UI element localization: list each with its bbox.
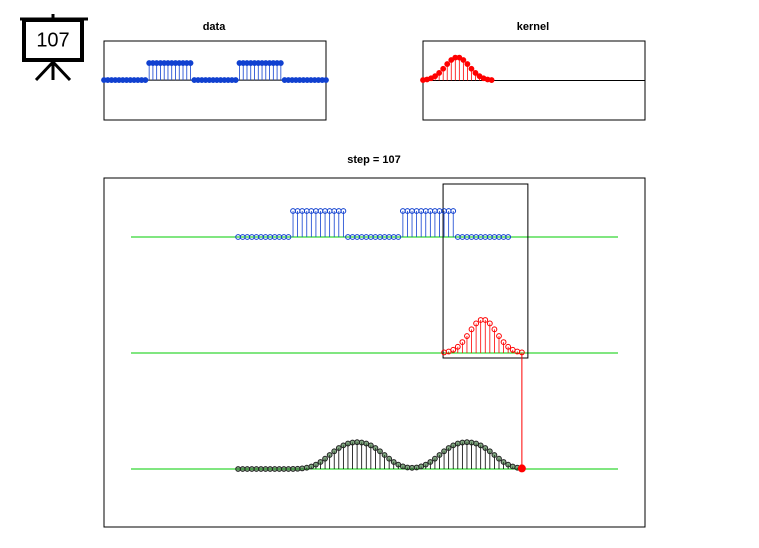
stem-marker [496,333,502,339]
stem-marker [313,461,319,468]
current-output [517,464,526,473]
stem-marker [500,339,507,346]
stem-marker [464,61,471,67]
stem-marker [331,448,338,455]
stem-marker [436,452,443,458]
stem-marker [413,464,420,471]
stem-marker [326,452,333,458]
badge-label: 107 [36,29,69,51]
stem-marker [404,464,411,471]
stem-marker [432,455,438,462]
stem-marker [323,77,329,83]
stem-marker [464,333,470,339]
stem-marker [450,346,457,353]
stem-marker [303,464,310,471]
stem-marker [509,463,516,470]
stem-marker [363,440,370,447]
stem-marker [422,461,429,468]
stem-marker [468,326,475,333]
stem-marker [232,77,239,83]
stem-marker [444,61,451,67]
stem-marker [459,439,466,446]
stem-marker [386,455,393,462]
stem-marker [486,320,493,327]
stem-marker [290,466,296,472]
stem-marker [454,440,461,447]
stem-marker [440,65,447,72]
stem-marker [349,439,356,446]
stem-marker [358,439,365,446]
stem-marker [399,463,406,470]
chart-title: kernel [517,21,549,33]
stem-marker [445,445,452,451]
stem-marker [354,439,361,446]
stem-marker [340,442,347,449]
stem-marker [308,463,315,470]
stem-marker [491,452,498,458]
stem-marker [340,208,347,214]
badge-icon: 107 [20,14,88,82]
stem-marker [459,339,466,346]
stem-marker [377,448,383,455]
stem-marker [456,54,463,61]
icon-part [34,60,55,82]
stem-marker [473,320,480,327]
stem-marker [367,442,374,449]
stem-marker [432,73,439,80]
stem-marker [418,463,425,470]
stem-marker [496,455,502,462]
stem-marker [505,343,512,350]
kernel-window [442,183,529,359]
icon-part [51,60,72,82]
stem-marker [482,317,489,323]
stem-marker [187,60,194,66]
axes-box [103,177,646,528]
stem-marker [317,459,324,465]
stem-marker [486,448,493,455]
stem-marker [395,461,402,468]
stem-marker [505,234,512,240]
stem-marker [472,70,479,76]
stem-marker [322,455,328,462]
stem-marker [142,77,149,83]
stem-marker [500,459,507,465]
stem-marker [285,234,292,240]
stem-marker [505,461,512,468]
stem-marker [450,442,457,449]
stem-marker [277,60,284,66]
stem-marker [464,439,470,446]
stem-marker [345,440,351,447]
stem-marker [460,57,467,63]
stem-marker [454,343,461,350]
stem-marker [381,452,388,458]
stem-marker [335,445,342,451]
stem-marker [477,442,484,449]
stem-marker [390,459,397,465]
chart-title: step = 107 [347,154,401,166]
stem-marker [488,77,495,83]
stem-marker [473,440,480,447]
stem-marker [450,208,457,214]
stem-marker [441,448,447,455]
chart-title: data [203,21,227,33]
stem-marker [299,465,306,472]
stem-marker [468,65,475,72]
stem-marker [395,234,402,240]
stem-marker [482,445,489,451]
stem-marker [409,464,415,471]
stem-marker [491,326,498,333]
stem-marker [468,439,475,446]
stem-marker [448,57,455,63]
stem-marker [436,70,443,76]
stem-marker [427,459,434,465]
stem-marker [372,445,379,451]
stem-marker [294,465,301,472]
